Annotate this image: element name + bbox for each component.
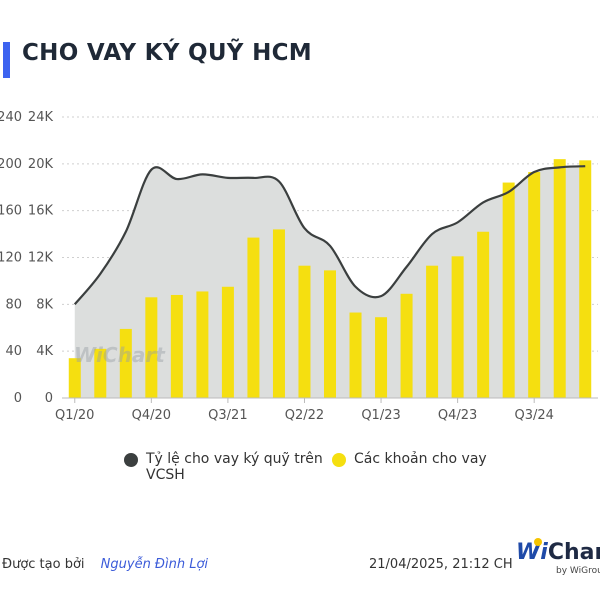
legend-item-loans[interactable]: Các khoản cho vay [332, 451, 487, 467]
x-tick-label: Q3/21 [208, 408, 247, 423]
y-right-tick-label: 4K [36, 344, 53, 359]
loan-bar-Q3/21 [221, 286, 234, 398]
y-left-tick-label: 0 [14, 391, 22, 406]
footer-timestamp: 21/04/2025, 21:12 CH [369, 557, 513, 572]
loan-bar-Q3/20 [119, 328, 132, 398]
loan-bar-Q4/21 [247, 237, 260, 398]
y-right-tick-label: 16K [28, 204, 54, 219]
y-left-tick-label: 200 [0, 157, 22, 172]
loan-bar-Q4/22 [349, 312, 362, 398]
legend-item-ratio[interactable]: Tỷ lệ cho vay ký quỹ trên VCSH [124, 451, 323, 483]
chart-canvas: 240 200 160 120 80 40 0 24K 20K 16K 12K 8K 4K 0 WiCh… [0, 110, 598, 423]
loan-bar-Q1/22 [272, 229, 285, 398]
y-left-tick-label: 80 [5, 297, 22, 312]
ratio-line-path [73, 165, 586, 306]
y-left-tick-label: 240 [0, 110, 22, 125]
loan-bar-Q4/20 [145, 297, 158, 398]
x-axis: Q1/20 Q4/20 Q3/21 Q2/22 Q1/23 Q4/23 Q3/24 [55, 397, 598, 423]
y-right-tick-label: 24K [28, 110, 54, 125]
legend-loans-label: Các khoản cho vay [354, 451, 487, 467]
loan-bar-Q1/24 [477, 231, 490, 398]
created-by-label: Được tạo bởi [2, 557, 85, 572]
x-tick-label: Q4/20 [132, 408, 171, 423]
logo-wi: Wi [516, 540, 548, 565]
y-axis-left: 240 200 160 120 80 40 0 [0, 110, 22, 406]
x-tick-label: Q3/24 [514, 408, 553, 423]
y-right-tick-label: 8K [36, 297, 53, 312]
legend-ratio-label-line1: Tỷ lệ cho vay ký quỹ trên [146, 451, 323, 467]
legend-ratio-label: Tỷ lệ cho vay ký quỹ trên VCSH [146, 451, 323, 483]
wichart-logo[interactable]: WiChart by WiGroup [516, 538, 600, 576]
y-right-tick-label: 20K [28, 157, 54, 172]
watermark: WiChart [74, 343, 166, 367]
loan-bars [68, 159, 592, 398]
legend-ratio-label-line2: VCSH [146, 467, 185, 483]
x-tick-label: Q2/22 [285, 408, 324, 423]
loan-bar-Q3/24 [528, 172, 541, 398]
y-left-tick-label: 160 [0, 204, 22, 219]
logo-byline: by WiGroup [556, 566, 600, 576]
y-right-tick-label: 12K [28, 251, 54, 266]
loan-bar-Q2/20 [94, 348, 107, 398]
author-link[interactable]: Nguyễn Đình Lợi [100, 557, 209, 572]
loan-bar-Q4/24 [553, 159, 566, 398]
chart-title: CHO VAY KÝ QUỸ HCM [22, 40, 312, 66]
loan-bar-Q3/22 [324, 270, 336, 398]
loan-bar-Q2/23 [400, 293, 413, 398]
title-accent-bar [3, 42, 10, 78]
loan-bar-Q4/23 [451, 256, 464, 398]
loan-bar-Q1/25 [579, 160, 592, 398]
loan-bar-Q1/23 [375, 317, 388, 398]
legend-loans-dot-icon [332, 453, 346, 467]
logo-spark-icon [534, 538, 542, 546]
y-left-tick-label: 120 [0, 251, 22, 266]
loan-bar-Q3/23 [426, 265, 439, 398]
x-tick-label: Q1/23 [361, 408, 400, 423]
x-tick-label: Q4/23 [438, 408, 477, 423]
x-tick-label: Q1/20 [55, 408, 94, 423]
loan-bar-Q1/20 [68, 358, 81, 398]
loan-bar-Q2/21 [196, 291, 209, 398]
y-axis-right: 24K 20K 16K 12K 8K 4K 0 [28, 110, 54, 406]
loan-bar-Q2/22 [298, 265, 311, 398]
footer-credit: Được tạo bởi Nguyễn Đình Lợi [2, 557, 208, 572]
y-left-tick-label: 40 [5, 344, 22, 359]
y-right-tick-label: 0 [45, 391, 53, 406]
loan-bar-Q1/21 [170, 294, 183, 398]
legend-ratio-dot-icon [124, 453, 138, 467]
ratio-line [73, 165, 586, 306]
watermark-text: WiChart [74, 343, 166, 367]
loan-bar-Q2/24 [502, 182, 515, 398]
logo-chart: Chart [547, 540, 600, 565]
